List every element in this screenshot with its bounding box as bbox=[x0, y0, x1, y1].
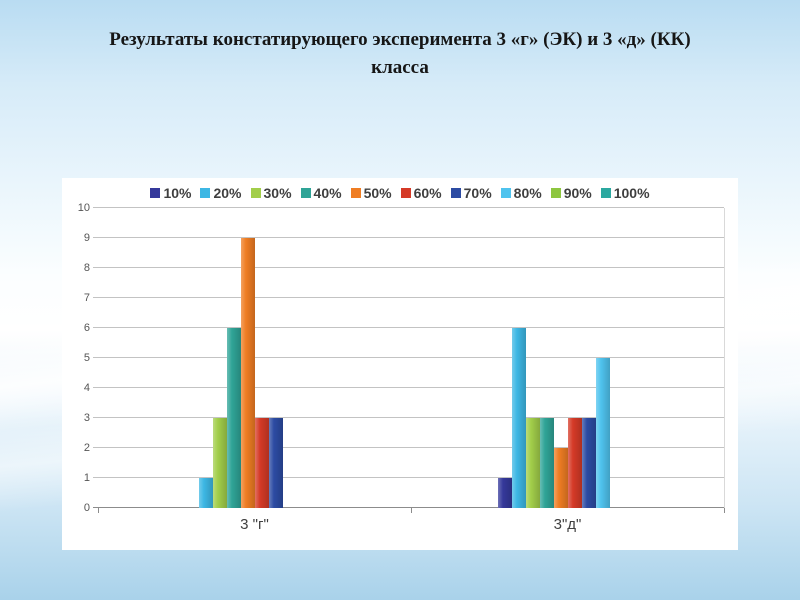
legend-swatch bbox=[450, 188, 461, 198]
legend-label: 60% bbox=[413, 185, 442, 201]
gridline bbox=[93, 357, 724, 358]
gridline bbox=[93, 237, 724, 238]
gridline bbox=[93, 507, 724, 508]
legend-item: 90% bbox=[550, 185, 592, 201]
y-tick-label: 0 bbox=[83, 502, 90, 514]
gridline bbox=[93, 267, 724, 268]
legend-swatch bbox=[150, 188, 161, 198]
bar bbox=[525, 418, 540, 508]
legend-label: 50% bbox=[363, 185, 392, 201]
plot-wrap: 0 1 2 3 4 5 6 7 8 9 10 bbox=[78, 202, 725, 514]
y-tick-label: 6 bbox=[83, 322, 90, 334]
x-axis-tick bbox=[411, 508, 412, 513]
legend-label: 90% bbox=[563, 185, 592, 201]
y-tick-label: 7 bbox=[83, 292, 90, 304]
bar bbox=[497, 478, 512, 508]
y-axis: 0 1 2 3 4 5 6 7 8 9 10 bbox=[62, 202, 92, 514]
x-category-label: 3"д" bbox=[553, 516, 582, 533]
bar bbox=[511, 328, 526, 508]
legend-item: 30% bbox=[250, 185, 292, 201]
legend-item: 80% bbox=[500, 185, 542, 201]
legend-item: 100% bbox=[600, 185, 650, 201]
bar-group bbox=[98, 208, 411, 508]
gridline bbox=[93, 477, 724, 478]
y-tick-label: 8 bbox=[83, 262, 90, 274]
bar bbox=[553, 448, 568, 508]
bar bbox=[254, 418, 269, 508]
legend-item: 60% bbox=[400, 185, 442, 201]
x-axis-tick bbox=[98, 508, 99, 513]
y-tick-label: 4 bbox=[83, 382, 90, 394]
y-tick-label: 2 bbox=[83, 442, 90, 454]
bar-group bbox=[411, 208, 724, 508]
legend-swatch bbox=[250, 188, 261, 198]
bar bbox=[240, 238, 255, 508]
y-tick-label: 5 bbox=[83, 352, 90, 364]
legend-label: 30% bbox=[263, 185, 292, 201]
bar bbox=[539, 418, 554, 508]
slide-title: Результаты констатирующего эксперимента … bbox=[40, 26, 760, 81]
gridline bbox=[93, 297, 724, 298]
gridline bbox=[93, 207, 724, 208]
bar bbox=[567, 418, 582, 508]
legend-item: 50% bbox=[350, 185, 392, 201]
legend-swatch bbox=[350, 188, 361, 198]
x-axis-tick bbox=[724, 508, 725, 513]
legend-label: 100% bbox=[613, 185, 650, 201]
legend-label: 70% bbox=[463, 185, 492, 201]
bar bbox=[198, 478, 213, 508]
legend-label: 20% bbox=[213, 185, 242, 201]
legend-swatch bbox=[400, 188, 411, 198]
y-tick-label: 3 bbox=[83, 412, 90, 424]
y-tick-label: 10 bbox=[77, 202, 90, 214]
legend-item: 20% bbox=[200, 185, 242, 201]
x-category-label: 3 "г" bbox=[240, 516, 269, 533]
gridline bbox=[93, 387, 724, 388]
legend-label: 40% bbox=[313, 185, 342, 201]
bar bbox=[212, 418, 227, 508]
legend-swatch bbox=[300, 188, 311, 198]
legend-label: 80% bbox=[513, 185, 542, 201]
legend-swatch bbox=[600, 188, 611, 198]
bar bbox=[226, 328, 241, 508]
gridline bbox=[93, 447, 724, 448]
slide-title-line2: класса bbox=[371, 56, 429, 78]
bar bbox=[595, 358, 610, 508]
gridline bbox=[93, 327, 724, 328]
legend-item: 70% bbox=[450, 185, 492, 201]
gridline bbox=[93, 417, 724, 418]
legend-swatch bbox=[550, 188, 561, 198]
bar-groups bbox=[98, 208, 724, 508]
legend-swatch bbox=[200, 188, 211, 198]
bar bbox=[268, 418, 283, 508]
legend-item: 40% bbox=[300, 185, 342, 201]
slide-title-line1: Результаты констатирующего эксперимента … bbox=[109, 29, 691, 50]
y-tick-label: 9 bbox=[83, 232, 90, 244]
legend-item: 10% bbox=[150, 185, 191, 201]
chart-legend: 10% 20% 30% 40% 50% 60% 70% 80% 90% 100% bbox=[62, 178, 738, 208]
plot-area bbox=[93, 207, 725, 508]
bar-chart: 10% 20% 30% 40% 50% 60% 70% 80% 90% 100% 0 1 2 3 4 5 6 7… bbox=[62, 178, 738, 550]
legend-swatch bbox=[500, 188, 511, 198]
y-tick-label: 1 bbox=[83, 472, 90, 484]
legend-label: 10% bbox=[163, 185, 192, 201]
x-axis: 3 "г" 3"д" bbox=[98, 508, 725, 542]
bar bbox=[581, 418, 596, 508]
